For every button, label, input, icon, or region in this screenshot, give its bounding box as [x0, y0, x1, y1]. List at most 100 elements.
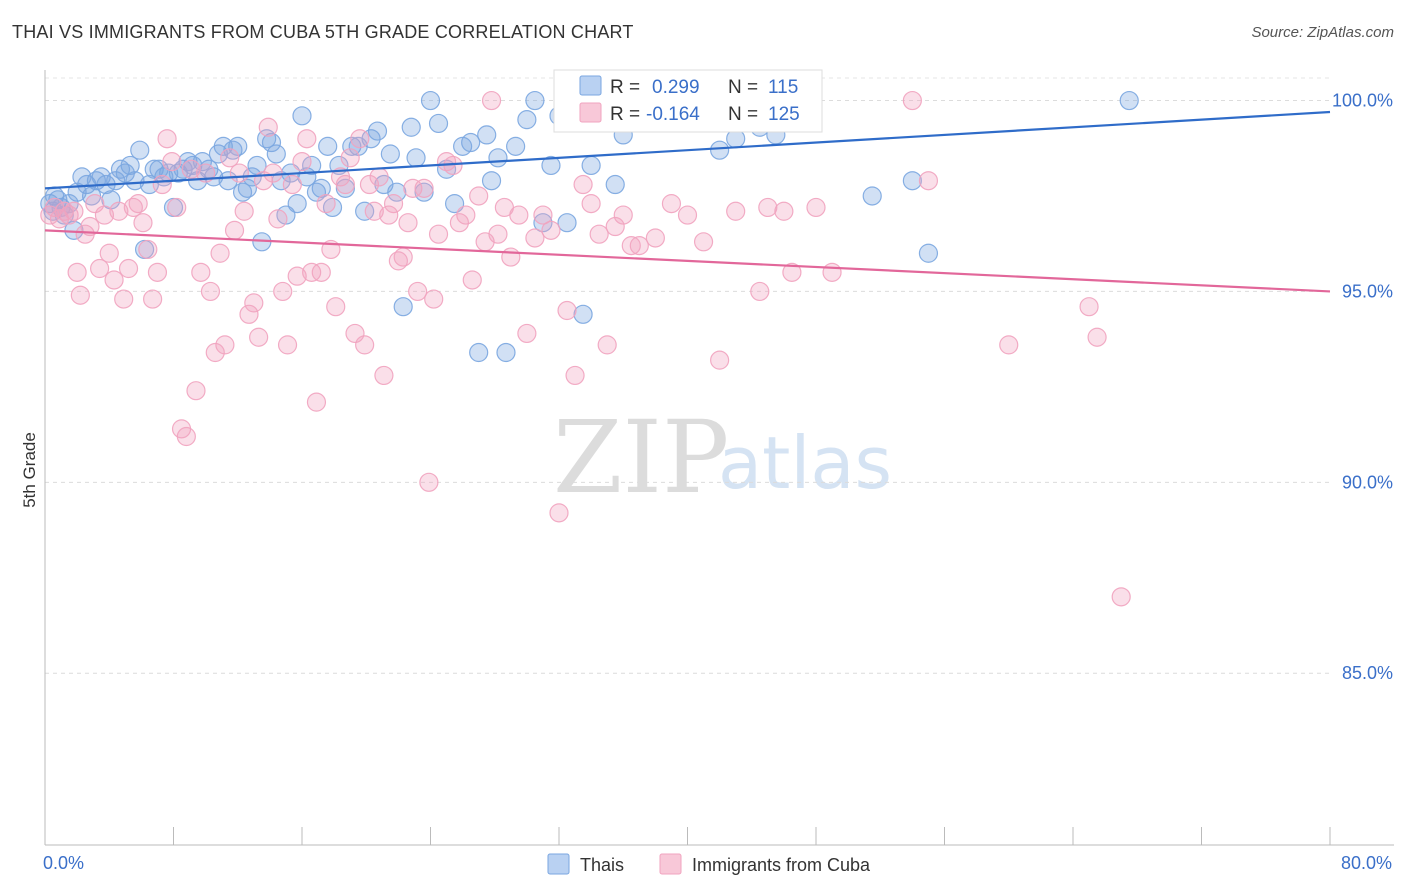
cuba-point [297, 129, 317, 149]
cuba-point [67, 262, 87, 282]
cuba-point [181, 159, 201, 179]
cuba-point [379, 205, 399, 225]
thais-point [481, 171, 502, 191]
thais-point [144, 159, 164, 179]
cuba-point [205, 342, 225, 363]
thais-point [292, 106, 312, 126]
cuba-point [64, 201, 84, 221]
stats-n-value-2: 125 [768, 104, 800, 125]
legend-swatch-thais [547, 853, 570, 875]
cuba-point [481, 90, 502, 111]
cuba-point [282, 174, 302, 195]
cuba-point [220, 148, 240, 168]
cuba-point [509, 205, 529, 225]
stats-swatch-thais [579, 75, 602, 96]
cuba-point [292, 152, 312, 172]
cuba-point [449, 213, 470, 233]
cuba-point [645, 228, 665, 248]
thais-point [1119, 90, 1139, 111]
thais-point [420, 90, 441, 111]
cuba-point [355, 335, 375, 355]
cuba-point [613, 205, 633, 225]
thais-point [302, 155, 322, 176]
thais-point [428, 113, 449, 134]
thais-point [261, 132, 282, 153]
thais-point [311, 178, 331, 198]
tick-labels: 100.0% 95.0% 90.0% 85.0% 0.0% 80.0% [43, 91, 1393, 873]
cuba-point [118, 258, 139, 279]
cuba-point [758, 197, 778, 218]
cuba-point [902, 90, 922, 111]
thais-point [361, 129, 381, 149]
cuba-point [277, 335, 298, 355]
cuba-point [374, 365, 394, 386]
thais-point [192, 152, 213, 172]
thais-trend-line [44, 110, 1331, 190]
stats-r-label-2: R = [610, 104, 640, 125]
cuba-point [918, 171, 939, 191]
cuba-point [249, 327, 269, 347]
cuba-point [94, 205, 115, 225]
cuba-point [234, 201, 254, 221]
cuba-point [565, 365, 585, 386]
y-tick-label: 95.0% [1342, 281, 1393, 301]
y-tick-label: 90.0% [1342, 472, 1393, 492]
cuba-point [104, 270, 124, 290]
watermark: ZIP atlas [553, 399, 892, 516]
cuba-point [268, 209, 288, 229]
cuba-point [605, 216, 625, 237]
legend-swatch-cuba [659, 853, 682, 875]
cuba-point [302, 262, 322, 282]
axes [44, 70, 1394, 846]
thais-point [506, 136, 526, 156]
data-points [40, 90, 1139, 607]
cuba-point [693, 232, 714, 252]
cuba-point [393, 247, 413, 267]
cuba-point [589, 224, 609, 244]
cuba-point [224, 220, 245, 240]
cuba-point [456, 205, 476, 225]
cuba-point [128, 194, 148, 214]
cuba-point [750, 281, 770, 302]
cuba-point [70, 285, 90, 305]
cuba-point [726, 201, 746, 221]
thais-point [517, 110, 537, 130]
cuba-point [316, 194, 336, 214]
thais-point [401, 117, 421, 137]
cuba-point [1087, 327, 1107, 347]
legend-label-thais: Thais [580, 855, 624, 875]
cuba-trend-line [44, 229, 1331, 293]
cuba-point [549, 503, 569, 523]
cuba-point [408, 281, 428, 302]
y-axis-label: 5th Grade [20, 432, 39, 508]
cuba-point [428, 224, 449, 244]
thais-point [393, 297, 413, 317]
cuba-point [306, 392, 327, 412]
cuba-point [677, 205, 698, 225]
cuba-point [364, 201, 384, 221]
thais-point [120, 155, 140, 176]
cuba-point [488, 224, 508, 244]
legend-label-cuba: Immigrants from Cuba [692, 855, 871, 875]
cuba-point [581, 194, 601, 214]
cuba-point [573, 174, 593, 195]
stats-swatch-cuba [579, 102, 602, 123]
cuba-point [133, 213, 153, 233]
watermark-atlas: atlas [718, 421, 892, 505]
cuba-point [621, 236, 641, 256]
cuba-point [533, 205, 553, 225]
cuba-point [147, 262, 168, 282]
thais-point [387, 182, 407, 202]
cuba-point [414, 178, 434, 198]
thais-point [557, 213, 577, 233]
thais-point [605, 174, 625, 195]
cuba-point [191, 262, 211, 282]
cuba-point [239, 304, 259, 324]
cuba-point [1111, 587, 1131, 607]
legend: Thais Immigrants from Cuba [547, 853, 871, 875]
cuba-point [806, 197, 826, 218]
cuba-point [424, 289, 444, 309]
cuba-point [200, 281, 221, 302]
stats-r-value-2: -0.164 [646, 104, 700, 125]
thais-point [228, 136, 248, 156]
